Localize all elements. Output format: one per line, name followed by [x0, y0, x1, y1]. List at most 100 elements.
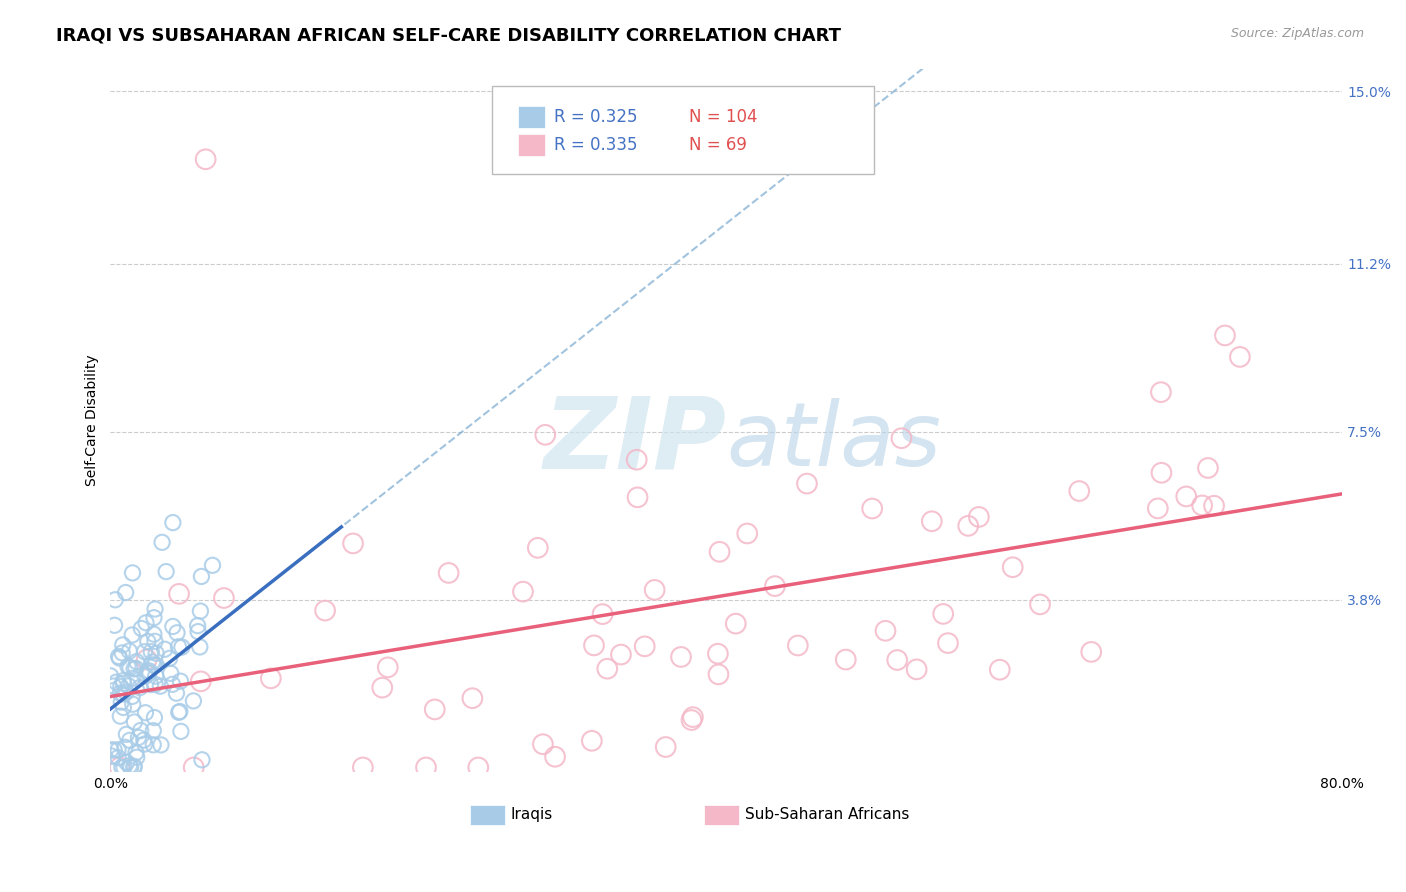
- Point: [111, 638, 134, 652]
- Text: Sub-Saharan Africans: Sub-Saharan Africans: [745, 807, 910, 822]
- Point: [1229, 350, 1251, 364]
- Point: [314, 603, 336, 617]
- Point: [121, 628, 143, 642]
- Y-axis label: Self-Care Disability: Self-Care Disability: [86, 354, 100, 486]
- Point: [763, 579, 786, 593]
- Point: [165, 686, 187, 700]
- Text: ZIP: ZIP: [543, 392, 727, 490]
- Point: [527, 541, 550, 555]
- Point: [796, 476, 818, 491]
- Point: [120, 760, 142, 774]
- Point: [100, 669, 122, 683]
- Point: [582, 639, 605, 653]
- Point: [1175, 490, 1198, 504]
- Point: [103, 618, 125, 632]
- Point: [1029, 598, 1052, 612]
- Point: [835, 652, 858, 666]
- Point: [1080, 645, 1102, 659]
- Point: [260, 671, 283, 685]
- Point: [134, 737, 156, 751]
- Point: [135, 652, 157, 666]
- Point: [166, 625, 188, 640]
- Point: [142, 655, 165, 669]
- Point: [112, 687, 135, 701]
- Point: [149, 738, 172, 752]
- Point: [352, 760, 374, 774]
- Point: [170, 640, 193, 654]
- Point: [112, 760, 135, 774]
- Point: [128, 681, 150, 695]
- Point: [1202, 499, 1225, 513]
- Point: [592, 607, 614, 621]
- Point: [155, 565, 177, 579]
- Point: [967, 509, 990, 524]
- Point: [190, 604, 212, 618]
- Point: [162, 677, 184, 691]
- Point: [145, 646, 167, 660]
- Point: [681, 713, 703, 727]
- Point: [112, 676, 135, 690]
- Point: [724, 616, 747, 631]
- Point: [135, 615, 157, 630]
- Point: [167, 640, 190, 654]
- Point: [162, 619, 184, 633]
- Text: Source: ZipAtlas.com: Source: ZipAtlas.com: [1230, 27, 1364, 40]
- Text: IRAQI VS SUBSAHARAN AFRICAN SELF-CARE DISABILITY CORRELATION CHART: IRAQI VS SUBSAHARAN AFRICAN SELF-CARE DI…: [56, 27, 841, 45]
- Point: [104, 592, 127, 607]
- Point: [115, 727, 138, 741]
- Point: [581, 733, 603, 747]
- Point: [162, 516, 184, 530]
- Text: atlas: atlas: [727, 399, 941, 484]
- Point: [143, 602, 166, 616]
- Point: [125, 661, 148, 675]
- Point: [194, 153, 217, 167]
- Point: [117, 659, 139, 673]
- Point: [1146, 501, 1168, 516]
- Point: [377, 660, 399, 674]
- Point: [190, 674, 212, 689]
- Point: [121, 671, 143, 685]
- Point: [1150, 385, 1173, 400]
- Point: [183, 694, 205, 708]
- Point: [110, 695, 132, 709]
- Point: [437, 566, 460, 580]
- Point: [142, 627, 165, 641]
- Point: [905, 662, 928, 676]
- Point: [709, 545, 731, 559]
- Point: [187, 618, 209, 632]
- Point: [531, 737, 554, 751]
- Point: [786, 639, 808, 653]
- Point: [107, 743, 129, 757]
- Point: [105, 675, 128, 690]
- Point: [136, 665, 159, 679]
- Point: [125, 750, 148, 764]
- Point: [117, 679, 139, 693]
- Point: [1069, 484, 1091, 499]
- Point: [142, 657, 165, 672]
- Point: [1197, 461, 1219, 475]
- Point: [654, 739, 676, 754]
- Point: [134, 645, 156, 659]
- Point: [115, 685, 138, 699]
- Point: [201, 558, 224, 573]
- Point: [170, 724, 193, 739]
- Point: [467, 760, 489, 774]
- Point: [159, 651, 181, 665]
- Point: [212, 591, 235, 605]
- Point: [108, 651, 131, 665]
- Point: [886, 653, 908, 667]
- Point: [141, 645, 163, 659]
- Point: [167, 706, 190, 720]
- Point: [342, 536, 364, 550]
- Point: [669, 649, 692, 664]
- Point: [145, 669, 167, 683]
- Point: [111, 646, 134, 660]
- Point: [138, 664, 160, 678]
- Point: [159, 666, 181, 681]
- Point: [143, 658, 166, 673]
- Point: [143, 710, 166, 724]
- Point: [150, 535, 173, 549]
- Point: [121, 566, 143, 580]
- Point: [644, 582, 666, 597]
- Point: [115, 756, 138, 770]
